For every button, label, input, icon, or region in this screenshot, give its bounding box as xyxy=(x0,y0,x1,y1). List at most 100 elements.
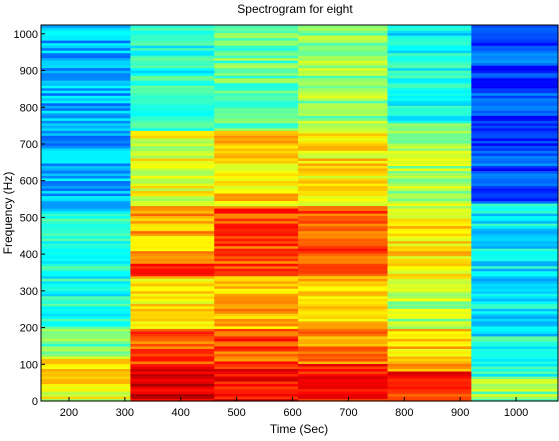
spectrogram-cell xyxy=(214,140,299,144)
spectrogram-cell xyxy=(298,268,389,272)
spectrogram-cell xyxy=(387,107,472,111)
spectrogram-cell xyxy=(41,210,132,214)
spectrogram-cell xyxy=(130,115,215,119)
spectrogram-cell xyxy=(298,32,389,36)
spectrogram-cell xyxy=(298,380,389,385)
spectrogram-cell xyxy=(298,192,389,197)
spectrogram-cell xyxy=(41,182,132,187)
spectrogram-cell xyxy=(214,120,299,124)
spectrogram-cell xyxy=(387,75,472,79)
spectrogram-cell xyxy=(130,233,215,237)
spectrogram-cell xyxy=(387,340,472,344)
spectrogram-cell xyxy=(41,177,132,182)
spectrogram-cell xyxy=(298,107,389,111)
spectrogram-cell xyxy=(214,225,299,229)
spectrogram-cell xyxy=(387,378,472,382)
spectrogram-cell xyxy=(471,55,559,59)
spectrogram-cell xyxy=(41,110,132,114)
spectrogram-cell xyxy=(471,75,559,79)
spectrogram-cell xyxy=(471,132,559,136)
spectrogram-cell xyxy=(471,218,559,222)
spectrogram-cell xyxy=(298,243,389,247)
spectrogram-cell xyxy=(298,288,389,292)
y-axis-ticks: 0 100 200 300 400 500 600 700 800 900 1000 xyxy=(14,29,45,408)
spectrogram-cell xyxy=(41,395,132,400)
spectrogram-cell xyxy=(130,393,215,397)
spectrogram-cell xyxy=(41,140,132,144)
spectrogram-cell xyxy=(214,67,299,71)
spectrogram-cell xyxy=(214,248,299,252)
spectrogram-cell xyxy=(130,60,215,64)
spectrogram-cell xyxy=(41,260,132,264)
spectrogram-cell xyxy=(298,92,389,96)
spectrogram-cell xyxy=(471,155,559,159)
spectrogram-cell xyxy=(130,75,215,79)
x-tick-label: 300 xyxy=(116,407,134,419)
spectrogram-cell xyxy=(130,57,215,61)
spectrogram-cell xyxy=(214,325,299,329)
spectrogram-cell xyxy=(471,50,559,54)
spectrogram-cell xyxy=(214,338,299,342)
spectrogram-cell xyxy=(130,373,215,377)
spectrogram-cell xyxy=(214,92,299,96)
spectrogram-cell xyxy=(214,50,299,54)
spectrogram-cell xyxy=(41,42,132,46)
spectrogram-cell xyxy=(387,62,472,66)
spectrogram-cell xyxy=(471,328,559,332)
spectrogram-cell xyxy=(387,30,472,34)
spectrogram-cell xyxy=(387,120,472,124)
spectrogram-cell xyxy=(387,195,472,199)
spectrogram-heatmap xyxy=(41,25,559,402)
spectrogram-cell xyxy=(130,323,215,327)
spectrogram-cell xyxy=(214,360,299,364)
spectrogram-cell xyxy=(41,278,132,282)
spectrogram-cell xyxy=(387,205,472,209)
spectrogram-cell xyxy=(130,52,215,56)
spectrogram-cell xyxy=(298,378,389,382)
spectrogram-cell xyxy=(298,285,389,289)
spectrogram-cell xyxy=(387,220,472,224)
spectrogram-cell xyxy=(471,67,559,71)
spectrogram-cell xyxy=(471,278,559,282)
spectrogram-cell xyxy=(471,350,559,354)
spectrogram-cell xyxy=(41,253,132,257)
spectrogram-cell xyxy=(130,235,215,239)
spectrogram-cell xyxy=(41,165,132,169)
spectrogram-cell xyxy=(471,213,559,217)
spectrogram-cell xyxy=(41,320,132,324)
spectrogram-cell xyxy=(214,390,299,395)
spectrogram-cell xyxy=(41,338,132,342)
spectrogram-cell xyxy=(41,102,132,106)
spectrogram-cell xyxy=(214,318,299,322)
spectrogram-cell xyxy=(130,278,215,282)
spectrogram-cell xyxy=(298,120,389,124)
spectrogram-cell xyxy=(387,167,472,171)
spectrogram-cell xyxy=(41,135,132,139)
spectrogram-cell xyxy=(471,120,559,124)
spectrogram-cell xyxy=(471,130,559,134)
spectrogram-cell xyxy=(41,240,132,244)
spectrogram-cell xyxy=(214,375,299,380)
spectrogram-cell xyxy=(298,40,389,44)
spectrogram-cell xyxy=(41,70,132,74)
spectrogram-cell xyxy=(298,313,389,317)
spectrogram-cell xyxy=(471,393,559,397)
spectrogram-cell xyxy=(471,388,559,392)
spectrogram-cell xyxy=(130,107,215,111)
spectrogram-cell xyxy=(298,315,389,319)
spectrogram-cell xyxy=(298,310,389,314)
spectrogram-cell xyxy=(41,213,132,217)
x-tick-label: 700 xyxy=(339,407,357,419)
spectrogram-cell xyxy=(387,152,472,156)
spectrogram-cell xyxy=(471,343,559,347)
spectrogram-cell xyxy=(214,95,299,99)
spectrogram-cell xyxy=(387,248,472,252)
spectrogram-cell xyxy=(214,268,299,272)
spectrogram-cell xyxy=(298,190,389,194)
spectrogram-cell xyxy=(41,40,132,44)
spectrogram-cell xyxy=(41,195,132,199)
spectrogram-cell xyxy=(41,230,132,234)
spectrogram-cell xyxy=(41,187,132,192)
spectrogram-cell xyxy=(41,355,132,359)
spectrogram-cell xyxy=(41,65,132,69)
